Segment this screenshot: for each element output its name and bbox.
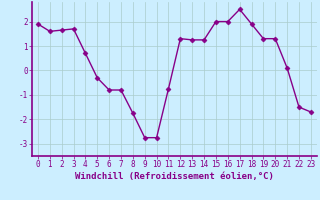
X-axis label: Windchill (Refroidissement éolien,°C): Windchill (Refroidissement éolien,°C) [75,172,274,181]
